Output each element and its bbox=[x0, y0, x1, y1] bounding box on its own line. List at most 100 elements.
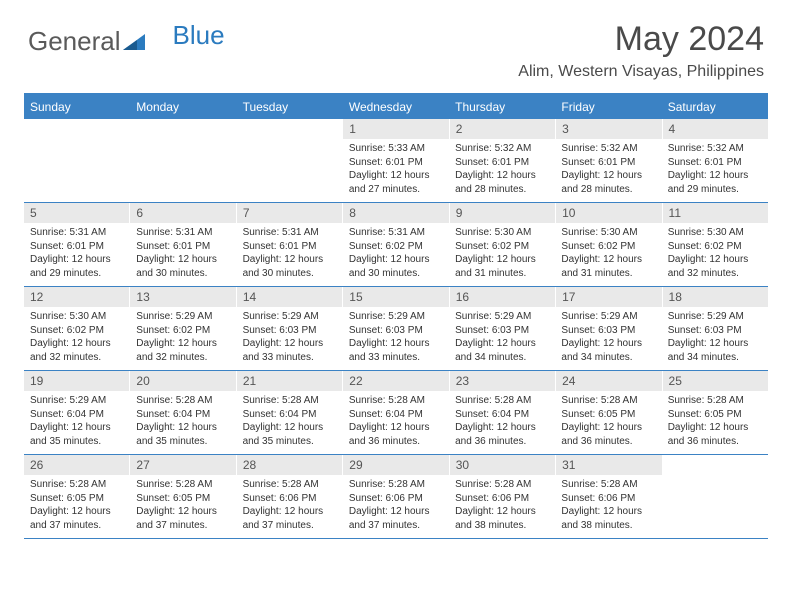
day-detail-line: and 34 minutes. bbox=[668, 351, 762, 365]
day-detail-line: and 36 minutes. bbox=[561, 435, 655, 449]
day-detail-line: Sunrise: 5:28 AM bbox=[668, 394, 762, 408]
day-cell-content: Sunrise: 5:28 AMSunset: 6:05 PMDaylight:… bbox=[130, 475, 236, 538]
day-number: 23 bbox=[450, 371, 556, 391]
day-detail-line: and 30 minutes. bbox=[136, 267, 230, 281]
day-detail-line: and 32 minutes. bbox=[668, 267, 762, 281]
day-content-row: Sunrise: 5:30 AMSunset: 6:02 PMDaylight:… bbox=[24, 307, 768, 370]
title-block: May 2024 Alim, Western Visayas, Philippi… bbox=[518, 20, 764, 81]
day-detail-line: Sunset: 6:02 PM bbox=[30, 324, 124, 338]
day-detail-line: Sunrise: 5:29 AM bbox=[136, 310, 230, 324]
day-detail-line: Sunset: 6:05 PM bbox=[30, 492, 124, 506]
day-detail-line: Sunrise: 5:29 AM bbox=[668, 310, 762, 324]
day-detail-line: and 31 minutes. bbox=[455, 267, 549, 281]
day-detail-line: Daylight: 12 hours bbox=[668, 253, 762, 267]
day-detail-line: Sunrise: 5:29 AM bbox=[455, 310, 549, 324]
day-detail-line: Sunset: 6:02 PM bbox=[561, 240, 655, 254]
day-header: Tuesday bbox=[237, 95, 343, 119]
day-detail-line: Sunrise: 5:29 AM bbox=[561, 310, 655, 324]
day-cell-content bbox=[662, 475, 768, 538]
day-detail-line: Sunrise: 5:28 AM bbox=[136, 478, 230, 492]
day-detail-line: and 36 minutes. bbox=[668, 435, 762, 449]
day-cell-content: Sunrise: 5:28 AMSunset: 6:06 PMDaylight:… bbox=[343, 475, 449, 538]
day-detail-line: Sunset: 6:06 PM bbox=[243, 492, 337, 506]
day-cell-content: Sunrise: 5:29 AMSunset: 6:02 PMDaylight:… bbox=[130, 307, 236, 370]
day-number: 11 bbox=[663, 203, 768, 223]
day-detail-line: Daylight: 12 hours bbox=[30, 505, 124, 519]
day-cell-content: Sunrise: 5:30 AMSunset: 6:02 PMDaylight:… bbox=[662, 223, 768, 286]
day-detail-line: and 37 minutes. bbox=[243, 519, 337, 533]
day-detail-line: Sunrise: 5:29 AM bbox=[30, 394, 124, 408]
day-detail-line: Sunrise: 5:28 AM bbox=[243, 394, 337, 408]
day-detail-line: Sunset: 6:01 PM bbox=[243, 240, 337, 254]
day-cell-content: Sunrise: 5:31 AMSunset: 6:01 PMDaylight:… bbox=[130, 223, 236, 286]
calendar-week: 262728293031Sunrise: 5:28 AMSunset: 6:05… bbox=[24, 455, 768, 539]
day-detail-line: Daylight: 12 hours bbox=[349, 169, 443, 183]
day-detail-line: Daylight: 12 hours bbox=[561, 421, 655, 435]
logo-text-blue: Blue bbox=[173, 20, 225, 51]
day-detail-line: and 30 minutes. bbox=[243, 267, 337, 281]
day-number: 31 bbox=[556, 455, 662, 475]
day-header: Wednesday bbox=[343, 95, 449, 119]
day-detail-line: Sunset: 6:01 PM bbox=[455, 156, 549, 170]
day-header: Sunday bbox=[24, 95, 130, 119]
day-number-row: 262728293031 bbox=[24, 455, 768, 475]
day-detail-line: Sunrise: 5:31 AM bbox=[349, 226, 443, 240]
day-detail-line: Sunrise: 5:31 AM bbox=[243, 226, 337, 240]
day-detail-line: Daylight: 12 hours bbox=[243, 505, 337, 519]
day-number: 28 bbox=[237, 455, 343, 475]
day-detail-line: Sunrise: 5:28 AM bbox=[349, 394, 443, 408]
day-number-row: 567891011 bbox=[24, 203, 768, 223]
day-detail-line: Sunrise: 5:31 AM bbox=[30, 226, 124, 240]
day-detail-line: Daylight: 12 hours bbox=[349, 505, 443, 519]
day-number: 9 bbox=[450, 203, 556, 223]
day-cell-content: Sunrise: 5:29 AMSunset: 6:04 PMDaylight:… bbox=[24, 391, 130, 454]
day-detail-line: Sunset: 6:03 PM bbox=[668, 324, 762, 338]
day-cell-content: Sunrise: 5:28 AMSunset: 6:06 PMDaylight:… bbox=[449, 475, 555, 538]
day-number: 13 bbox=[130, 287, 236, 307]
day-header: Friday bbox=[555, 95, 661, 119]
day-number: 12 bbox=[24, 287, 130, 307]
day-number-row: 12131415161718 bbox=[24, 287, 768, 307]
day-cell-content: Sunrise: 5:28 AMSunset: 6:04 PMDaylight:… bbox=[343, 391, 449, 454]
day-detail-line: and 33 minutes. bbox=[349, 351, 443, 365]
day-detail-line: Sunrise: 5:30 AM bbox=[30, 310, 124, 324]
day-number: 27 bbox=[130, 455, 236, 475]
day-detail-line: Sunset: 6:06 PM bbox=[561, 492, 655, 506]
day-cell-content: Sunrise: 5:28 AMSunset: 6:04 PMDaylight:… bbox=[449, 391, 555, 454]
day-detail-line: Sunrise: 5:30 AM bbox=[561, 226, 655, 240]
day-detail-line: and 35 minutes. bbox=[136, 435, 230, 449]
day-number: 21 bbox=[237, 371, 343, 391]
day-detail-line: Daylight: 12 hours bbox=[668, 169, 762, 183]
day-detail-line: Daylight: 12 hours bbox=[455, 169, 549, 183]
day-detail-line: and 36 minutes. bbox=[349, 435, 443, 449]
logo-triangle-icon bbox=[123, 34, 145, 55]
day-detail-line: Daylight: 12 hours bbox=[561, 505, 655, 519]
day-detail-line: Sunset: 6:03 PM bbox=[455, 324, 549, 338]
day-number bbox=[237, 119, 343, 139]
day-cell-content: Sunrise: 5:28 AMSunset: 6:05 PMDaylight:… bbox=[662, 391, 768, 454]
day-number: 17 bbox=[556, 287, 662, 307]
day-detail-line: and 27 minutes. bbox=[349, 183, 443, 197]
day-detail-line: Sunset: 6:03 PM bbox=[561, 324, 655, 338]
day-detail-line: Sunrise: 5:32 AM bbox=[455, 142, 549, 156]
day-detail-line: Sunrise: 5:28 AM bbox=[561, 478, 655, 492]
day-detail-line: Daylight: 12 hours bbox=[561, 169, 655, 183]
day-detail-line: Sunset: 6:05 PM bbox=[561, 408, 655, 422]
day-content-row: Sunrise: 5:29 AMSunset: 6:04 PMDaylight:… bbox=[24, 391, 768, 454]
day-detail-line: Sunrise: 5:28 AM bbox=[455, 478, 549, 492]
day-detail-line: Sunrise: 5:28 AM bbox=[136, 394, 230, 408]
day-detail-line: and 32 minutes. bbox=[30, 351, 124, 365]
day-detail-line: Sunset: 6:01 PM bbox=[561, 156, 655, 170]
day-cell-content: Sunrise: 5:30 AMSunset: 6:02 PMDaylight:… bbox=[24, 307, 130, 370]
day-detail-line: and 37 minutes. bbox=[349, 519, 443, 533]
day-cell-content: Sunrise: 5:29 AMSunset: 6:03 PMDaylight:… bbox=[662, 307, 768, 370]
day-detail-line: and 31 minutes. bbox=[561, 267, 655, 281]
day-number: 20 bbox=[130, 371, 236, 391]
day-cell-content: Sunrise: 5:29 AMSunset: 6:03 PMDaylight:… bbox=[555, 307, 661, 370]
day-number: 24 bbox=[556, 371, 662, 391]
day-detail-line: and 28 minutes. bbox=[561, 183, 655, 197]
day-detail-line: Sunrise: 5:28 AM bbox=[349, 478, 443, 492]
day-detail-line: Sunset: 6:05 PM bbox=[668, 408, 762, 422]
day-number: 25 bbox=[663, 371, 768, 391]
month-title: May 2024 bbox=[518, 20, 764, 59]
